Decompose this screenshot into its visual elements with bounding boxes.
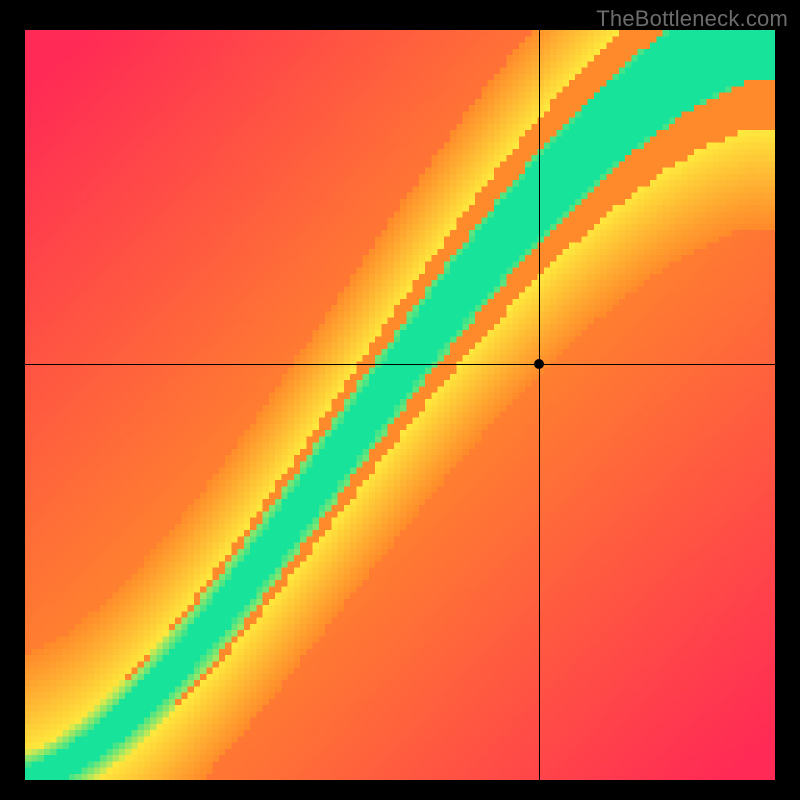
watermark-text: TheBottleneck.com <box>596 6 788 32</box>
plot-area <box>25 30 775 780</box>
chart-container: TheBottleneck.com <box>0 0 800 800</box>
bottleneck-heatmap <box>25 30 775 780</box>
